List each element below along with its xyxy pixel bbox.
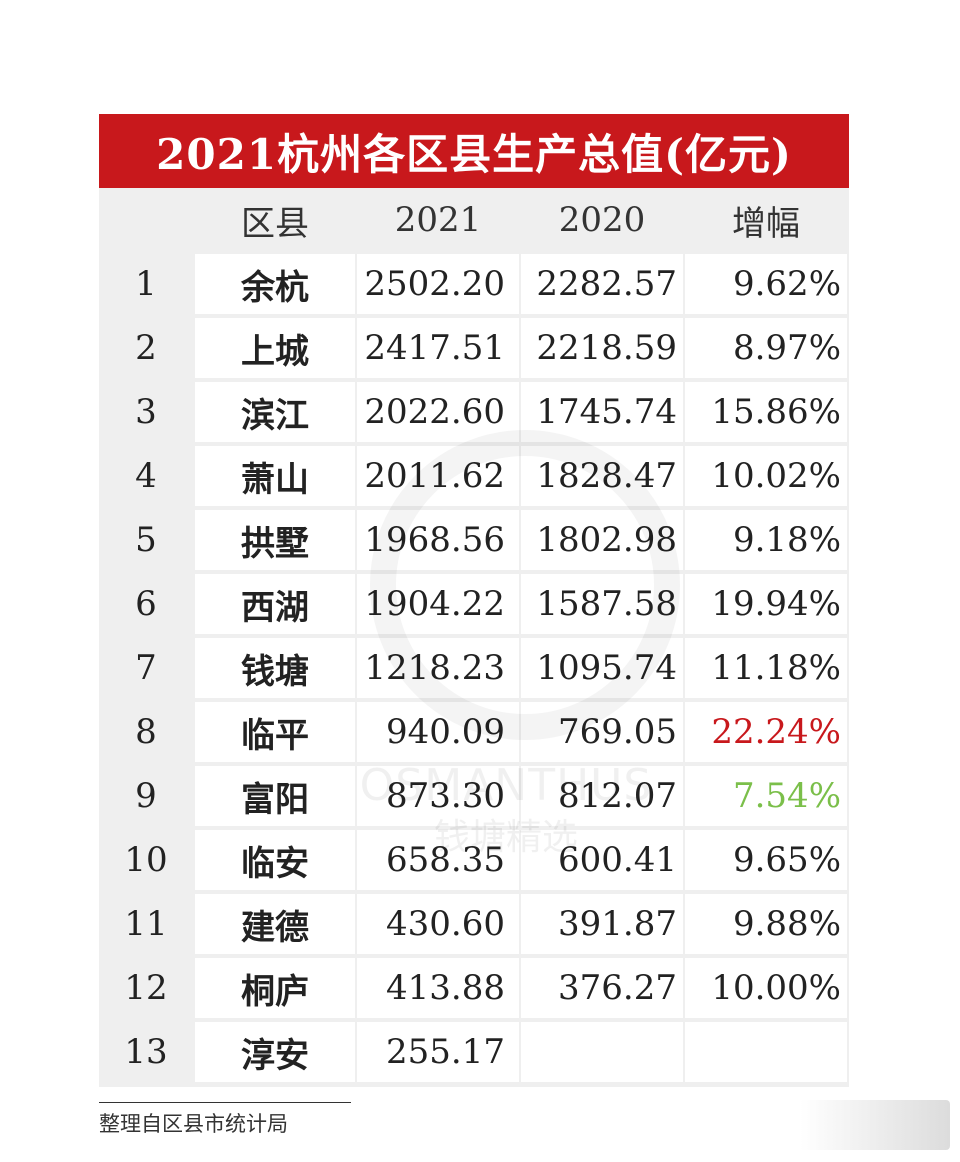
value-2021-cell: 1968.56 <box>357 510 519 570</box>
value-2020-cell: 391.87 <box>521 894 683 954</box>
header-rank <box>99 190 193 250</box>
value-2021-cell: 940.09 <box>357 702 519 762</box>
table-row: 11 建德 430.60 391.87 9.88% <box>99 892 849 956</box>
growth-cell: 9.88% <box>685 894 847 954</box>
rank-cell: 6 <box>135 584 157 624</box>
rank-cell: 12 <box>124 968 168 1008</box>
rank-cell: 10 <box>124 840 168 880</box>
value-2020-cell: 1802.98 <box>521 510 683 570</box>
rank-cell: 7 <box>135 648 157 688</box>
growth-cell: 10.00% <box>685 958 847 1018</box>
table-row: 8 临平 940.09 769.05 22.24% <box>99 700 849 764</box>
value-2021-cell: 2011.62 <box>357 446 519 506</box>
table-row: 2 上城 2417.51 2218.59 8.97% <box>99 316 849 380</box>
value-2021-cell: 413.88 <box>357 958 519 1018</box>
value-2020-cell: 376.27 <box>521 958 683 1018</box>
value-2020-cell: 1095.74 <box>521 638 683 698</box>
rank-cell: 13 <box>124 1032 168 1072</box>
rank-cell: 3 <box>135 392 157 432</box>
table-row: 4 萧山 2011.62 1828.47 10.02% <box>99 444 849 508</box>
table-row: 12 桐庐 413.88 376.27 10.00% <box>99 956 849 1020</box>
footer-divider <box>99 1102 351 1103</box>
district-cell: 富阳 <box>195 766 355 826</box>
rank-cell: 1 <box>135 264 157 304</box>
blurred-corner-mark <box>800 1100 950 1150</box>
value-2020-cell: 1587.58 <box>521 574 683 634</box>
growth-cell: 9.65% <box>685 830 847 890</box>
gdp-table: 区县 2021 2020 增幅 1 余杭 2502.20 2282.57 9.62% 2 上… <box>99 188 849 1084</box>
district-cell: 萧山 <box>195 446 355 506</box>
value-2020-cell <box>521 1022 683 1082</box>
growth-cell: 15.86% <box>685 382 847 442</box>
growth-cell: 10.02% <box>685 446 847 506</box>
rank-cell: 4 <box>135 456 157 496</box>
rank-cell: 5 <box>135 520 157 560</box>
table-row: 13 淳安 255.17 <box>99 1020 849 1084</box>
value-2021-cell: 1218.23 <box>357 638 519 698</box>
growth-cell: 19.94% <box>685 574 847 634</box>
header-growth: 增幅 <box>732 203 800 244</box>
value-2021-cell: 1904.22 <box>357 574 519 634</box>
rank-cell: 9 <box>135 776 157 816</box>
value-2021-cell: 873.30 <box>357 766 519 826</box>
table-row: 3 滨江 2022.60 1745.74 15.86% <box>99 380 849 444</box>
growth-cell <box>685 1022 847 1082</box>
table-title: 2021杭州各区县生产总值(亿元) <box>99 114 849 188</box>
value-2021-cell: 658.35 <box>357 830 519 890</box>
table-row: 9 富阳 873.30 812.07 7.54% <box>99 764 849 828</box>
district-cell: 拱墅 <box>195 510 355 570</box>
value-2020-cell: 1745.74 <box>521 382 683 442</box>
district-cell: 临安 <box>195 830 355 890</box>
district-cell: 余杭 <box>195 254 355 314</box>
growth-cell: 7.54% <box>685 766 847 826</box>
growth-cell: 11.18% <box>685 638 847 698</box>
header-district: 区县 <box>241 203 309 244</box>
growth-cell: 8.97% <box>685 318 847 378</box>
value-2020-cell: 600.41 <box>521 830 683 890</box>
growth-cell: 22.24% <box>685 702 847 762</box>
value-2021-cell: 255.17 <box>357 1022 519 1082</box>
district-cell: 建德 <box>195 894 355 954</box>
district-cell: 临平 <box>195 702 355 762</box>
value-2021-cell: 430.60 <box>357 894 519 954</box>
value-2020-cell: 769.05 <box>521 702 683 762</box>
district-cell: 西湖 <box>195 574 355 634</box>
table-row: 10 临安 658.35 600.41 9.65% <box>99 828 849 892</box>
watermark-subtext: 钱塘精选 <box>433 817 578 858</box>
table-header-row: 区县 2021 2020 增幅 <box>99 188 849 252</box>
value-2021-cell: 2417.51 <box>357 318 519 378</box>
district-cell: 桐庐 <box>195 958 355 1018</box>
header-2021: 2021 <box>394 200 482 240</box>
rank-cell: 8 <box>135 712 157 752</box>
table-row: 7 钱塘 1218.23 1095.74 11.18% <box>99 636 849 700</box>
header-2020: 2020 <box>558 200 646 240</box>
value-2020-cell: 2218.59 <box>521 318 683 378</box>
gdp-table-card: 2021杭州各区县生产总值(亿元) 区县 2021 2020 增幅 1 余杭 250… <box>99 114 849 1087</box>
table-row: 5 拱墅 1968.56 1802.98 9.18% <box>99 508 849 572</box>
rank-cell: 11 <box>124 904 168 944</box>
value-2021-cell: 2502.20 <box>357 254 519 314</box>
district-cell: 滨江 <box>195 382 355 442</box>
footer-source: 整理自区县市统计局 <box>99 1112 288 1136</box>
value-2020-cell: 1828.47 <box>521 446 683 506</box>
value-2020-cell: 812.07 <box>521 766 683 826</box>
watermark-text: OSMANTHUS <box>359 760 653 811</box>
district-cell: 钱塘 <box>195 638 355 698</box>
district-cell: 淳安 <box>195 1022 355 1082</box>
value-2020-cell: 2282.57 <box>521 254 683 314</box>
table-row: 1 余杭 2502.20 2282.57 9.62% <box>99 252 849 316</box>
rank-cell: 2 <box>135 328 157 368</box>
table-row: 6 西湖 1904.22 1587.58 19.94% <box>99 572 849 636</box>
district-cell: 上城 <box>195 318 355 378</box>
table-body: 1 余杭 2502.20 2282.57 9.62% 2 上城 2417.51 2218.59 8… <box>99 252 849 1084</box>
growth-cell: 9.62% <box>685 254 847 314</box>
value-2021-cell: 2022.60 <box>357 382 519 442</box>
growth-cell: 9.18% <box>685 510 847 570</box>
